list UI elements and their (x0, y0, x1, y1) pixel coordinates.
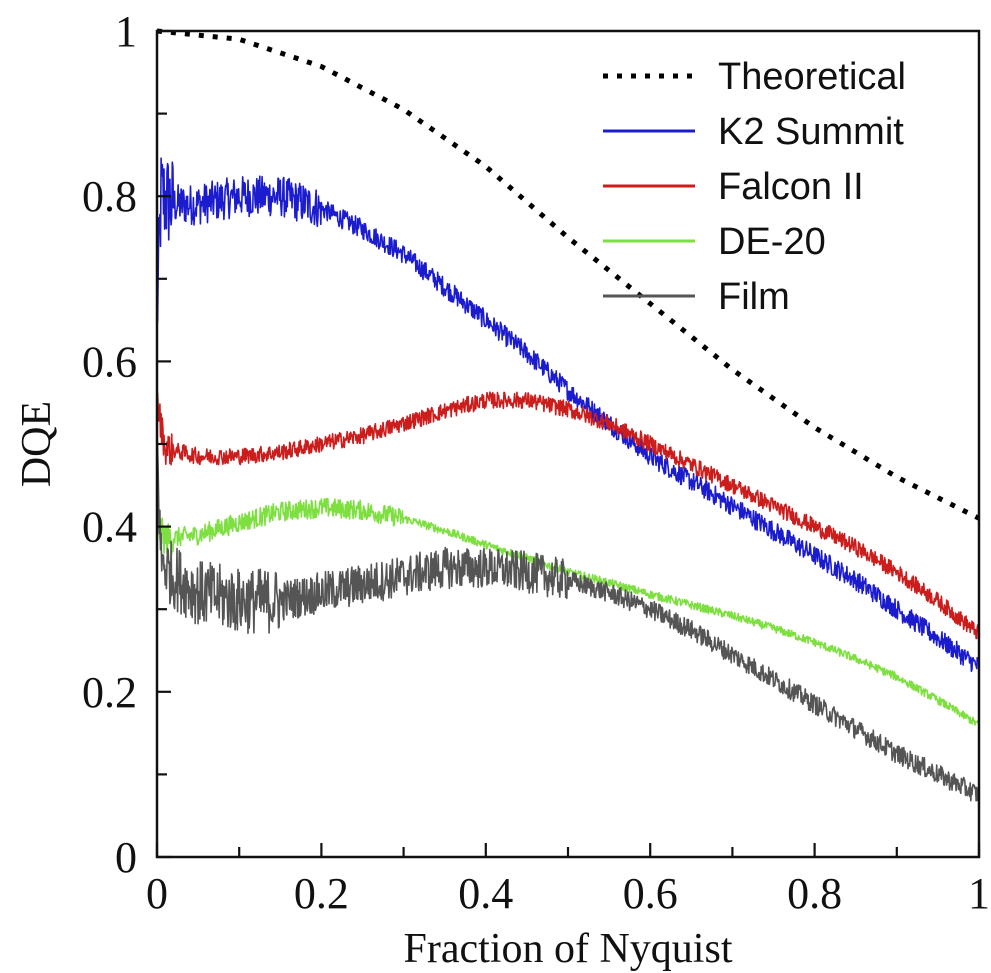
series-line-falcon-ii (156, 391, 980, 640)
y-tick-label: 0 (115, 833, 137, 882)
y-tick-label: 0.4 (82, 503, 137, 552)
x-tick-label: 0.4 (458, 869, 513, 918)
x-tick-label: 0.8 (787, 869, 842, 918)
y-tick-label: 0.6 (82, 337, 137, 386)
y-axis-title: DQE (14, 401, 60, 487)
tick-layer: 0 0.2 0.4 0.6 0.8 1 0 0.2 0.4 0.6 0.8 1 (82, 7, 990, 918)
x-tick-label: 0.6 (623, 869, 678, 918)
x-axis-title: Fraction of Nyquist (404, 926, 733, 972)
legend-label-k2-summit: K2 Summit (718, 111, 904, 153)
y-tick-label: 1 (115, 7, 137, 56)
series-line-de-20 (156, 497, 980, 726)
x-tick-label: 1 (968, 869, 990, 918)
legend: Theoretical K2 Summit Falcon II DE-20 Film (603, 56, 906, 318)
y-tick-label: 0.2 (82, 668, 137, 717)
y-tick-label: 0.8 (82, 172, 137, 221)
x-tick-label: 0 (146, 869, 168, 918)
legend-label-falcon-ii: Falcon II (718, 166, 864, 208)
series-layer (156, 28, 981, 802)
series-line-theoretical (156, 28, 981, 521)
x-tick-label: 0.2 (294, 869, 349, 918)
legend-label-film: Film (718, 276, 790, 318)
series-line-film (156, 435, 980, 802)
series-line-k2-summit (156, 157, 980, 673)
legend-label-de-20: DE-20 (718, 221, 826, 263)
legend-label-theoretical: Theoretical (718, 56, 906, 98)
